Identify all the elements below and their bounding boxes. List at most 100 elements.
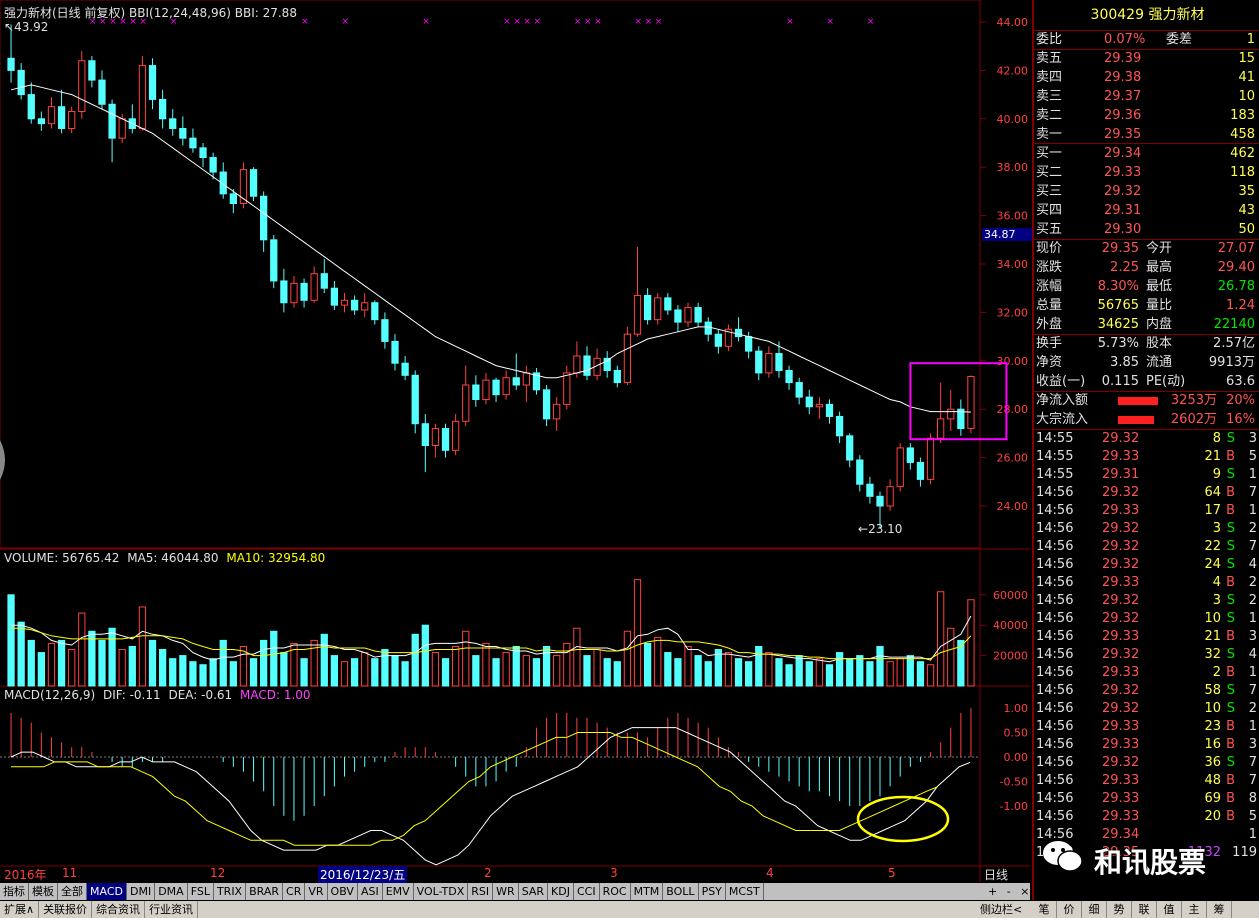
- tab-24[interactable]: MCST: [726, 883, 764, 900]
- tab-16[interactable]: WR: [493, 883, 519, 900]
- sell-label: 卖二: [1036, 108, 1063, 123]
- tick-volume: 21: [1204, 629, 1221, 644]
- buy-price: 29.30: [1104, 222, 1142, 237]
- right-tab-0[interactable]: 笔: [1032, 901, 1057, 918]
- tab-10[interactable]: VR: [305, 883, 328, 900]
- candle-body: [553, 403, 561, 420]
- candle-body: [694, 307, 702, 323]
- tab-1[interactable]: 模板: [29, 883, 58, 900]
- tab-5[interactable]: DMA: [155, 883, 188, 900]
- stat-value-2: 27.07: [1217, 241, 1255, 256]
- bbi-value: BBI: 27.88: [234, 6, 297, 20]
- tick-row: 14:56 29.32 64 B 7: [1034, 484, 1259, 502]
- tick-count: 7: [1248, 755, 1257, 770]
- tab-12[interactable]: ASI: [358, 883, 383, 900]
- volume-bar: [138, 606, 147, 687]
- tick-price: 29.33: [1102, 719, 1140, 734]
- stat-value: 2.25: [1110, 260, 1139, 275]
- candle-body: [78, 60, 86, 113]
- stat-value: 5.73%: [1097, 336, 1139, 351]
- bottom-tab-3[interactable]: 行业资讯: [145, 901, 199, 918]
- tab-11[interactable]: OBV: [328, 883, 358, 900]
- tab-4[interactable]: DMI: [127, 883, 156, 900]
- tick-row: 14:56 29.34 1: [1034, 826, 1259, 844]
- signal-marker: ×: [523, 17, 531, 27]
- candle-body: [17, 69, 25, 96]
- tab-22[interactable]: BOLL: [663, 883, 699, 900]
- volume-bar: [300, 658, 308, 687]
- period-label[interactable]: 日线: [984, 868, 1009, 882]
- kline-chart-area[interactable]: 44.00 42.00 40.00 38.00 36.00 34.00 32.00 30.00…: [0, 0, 1032, 883]
- tick-count: 1: [1248, 719, 1257, 734]
- tick-row: 14:56 29.33 48 B 7: [1034, 772, 1259, 790]
- tick-row: 14:55 29.32 8 S 3: [1034, 430, 1259, 448]
- tick-time: 14:55: [1036, 467, 1074, 482]
- candle-body: [714, 333, 722, 347]
- flow-bar: [1118, 397, 1158, 405]
- stat-value-2: 63.6: [1226, 374, 1255, 389]
- candle-body: [502, 377, 510, 396]
- sidebar-toggle[interactable]: 侧边栏<: [980, 903, 1023, 916]
- tab-6[interactable]: FSL: [188, 883, 214, 900]
- tab-8[interactable]: BRAR: [246, 883, 284, 900]
- signal-marker: ×: [341, 17, 349, 27]
- tab-3[interactable]: MACD: [87, 883, 127, 900]
- date-label-apr: 4: [766, 866, 774, 880]
- volume-bar: [280, 652, 288, 687]
- tick-time: 14:56: [1036, 737, 1074, 752]
- candle-body: [835, 415, 844, 437]
- tab-2[interactable]: 全部: [58, 883, 87, 900]
- candle-body: [967, 376, 975, 430]
- volume-bar: [664, 652, 672, 687]
- tab-13[interactable]: EMV: [383, 883, 414, 900]
- tab-9[interactable]: CR: [283, 883, 306, 900]
- price-axis-label: 40.00: [997, 113, 1029, 126]
- candle-body: [815, 403, 824, 408]
- zoom-in-button[interactable]: +: [988, 885, 998, 898]
- volume-bar: [148, 639, 157, 687]
- tab-15[interactable]: RSI: [468, 883, 494, 900]
- bottom-tab-1[interactable]: 关联报价: [39, 901, 93, 918]
- candle-body: [209, 157, 217, 173]
- volume-bar: [47, 642, 56, 687]
- tab-14[interactable]: VOL-TDX: [414, 883, 469, 900]
- candle-body: [886, 486, 894, 507]
- right-tab-2[interactable]: 细: [1082, 901, 1107, 918]
- right-tab-6[interactable]: 主: [1182, 901, 1207, 918]
- tab-17[interactable]: SAR: [519, 883, 549, 900]
- quote-title: 300429 强力新材: [1034, 0, 1259, 31]
- right-tab-3[interactable]: 势: [1107, 901, 1132, 918]
- tab-7[interactable]: TRIX: [214, 883, 247, 900]
- stock-period-label: 强力新材(日线 前复权): [4, 6, 126, 20]
- right-tab-1[interactable]: 价: [1057, 901, 1082, 918]
- close-icon[interactable]: ×: [1020, 885, 1030, 898]
- tick-time: 14:56: [1036, 503, 1074, 518]
- bottom-tab-0[interactable]: 扩展∧: [0, 901, 40, 918]
- volume-bar: [684, 645, 692, 687]
- right-tab-4[interactable]: 联: [1132, 901, 1157, 918]
- flow-label: 净流入额: [1036, 393, 1089, 408]
- bottom-tab-2[interactable]: 综合资讯: [92, 901, 146, 918]
- signal-marker: ×: [503, 17, 511, 27]
- tab-18[interactable]: KDJ: [548, 883, 574, 900]
- date-label-mar: 3: [610, 866, 618, 880]
- volume-bar: [502, 652, 510, 687]
- tab-21[interactable]: MTM: [631, 883, 664, 900]
- right-tab-7[interactable]: 筹: [1207, 901, 1232, 918]
- tab-23[interactable]: PSY: [699, 883, 726, 900]
- tick-side: S: [1226, 701, 1235, 716]
- tab-0[interactable]: 指标: [0, 883, 29, 900]
- highlight-ellipse: [856, 795, 950, 843]
- tick-volume: 8: [1212, 431, 1221, 446]
- right-tab-5[interactable]: 值: [1157, 901, 1182, 918]
- tab-20[interactable]: ROC: [600, 883, 631, 900]
- zoom-out-button[interactable]: -: [1006, 885, 1011, 898]
- candle-body: [401, 362, 409, 376]
- tab-19[interactable]: CCI: [574, 883, 600, 900]
- quote-panel: 300429 强力新材 委比 0.07% 委差 1 卖五 29.39 15 卖四 29.38 41…: [1032, 0, 1259, 900]
- chart-canvas[interactable]: 44.0042.0040.0038.0036.0034.0032.0030.00…: [0, 0, 1030, 882]
- buy-price: 29.31: [1104, 203, 1142, 218]
- tick-price: 29.32: [1102, 557, 1140, 572]
- tick-volume: 48: [1204, 773, 1221, 788]
- volume-bar: [563, 642, 571, 687]
